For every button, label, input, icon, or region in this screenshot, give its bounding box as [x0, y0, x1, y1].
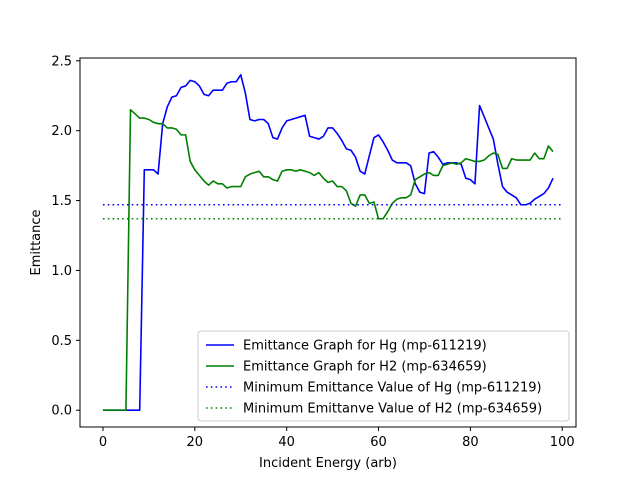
x-tick-label: 20 [187, 435, 204, 450]
x-tick-label: 0 [99, 435, 107, 450]
y-tick-label: 1.0 [51, 264, 72, 279]
y-tick-label: 1.5 [51, 194, 72, 209]
x-tick-label: 40 [278, 435, 295, 450]
axes-border [79, 57, 577, 428]
y-axis-label: Emittance [29, 209, 44, 275]
x-axis-ticks: 0 20 40 60 80 100 [99, 427, 575, 450]
legend-label-3: Minimum Emittance Value of Hg (mp-611219… [243, 381, 542, 396]
legend-label-4: Minimum Emittanve Value of H2 (mp-634659… [243, 402, 542, 417]
y-axis-ticks: 0.0 0.5 1.0 1.5 2.0 2.5 [51, 54, 80, 419]
x-axis-label: Incident Energy (arb) [259, 456, 397, 471]
x-tick-label: 100 [550, 435, 575, 450]
y-tick-label: 0.5 [51, 334, 72, 349]
plot-area [102, 73, 563, 412]
y-tick-label: 2.0 [51, 124, 72, 139]
axes-frame [79, 57, 577, 428]
series-line-2 [102, 108, 554, 412]
legend: Emittance Graph for Hg (mp-611219) Emitta… [197, 330, 570, 422]
legend-label-2: Emittance Graph for H2 (mp-634659) [243, 360, 487, 375]
legend-box [197, 330, 570, 422]
y-tick-label: 2.5 [51, 54, 72, 69]
legend-label-1: Emittance Graph for Hg (mp-611219) [243, 339, 487, 354]
series-line-1 [102, 73, 554, 412]
y-tick-label: 0.0 [51, 404, 72, 419]
x-tick-label: 80 [462, 435, 479, 450]
x-tick-label: 60 [370, 435, 387, 450]
